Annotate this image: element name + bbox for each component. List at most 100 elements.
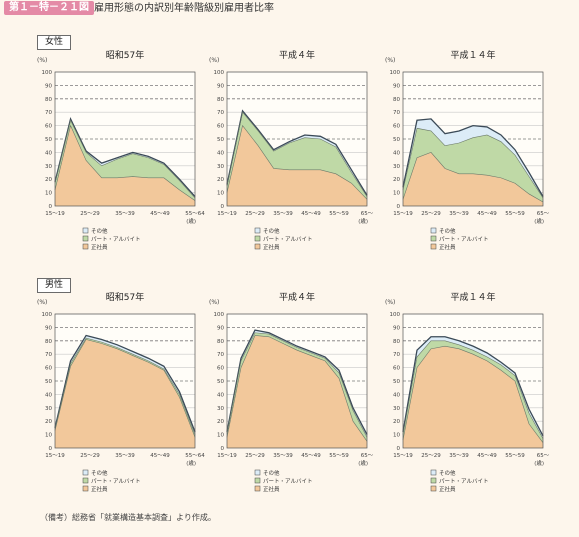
x-tick-label: 35～39	[449, 211, 469, 217]
legend-swatch	[82, 235, 89, 242]
y-tick-label: 10	[217, 433, 224, 439]
x-tick-label: 25～29	[80, 453, 100, 459]
area-seishain	[403, 346, 543, 448]
x-tick-label: 15～19	[45, 453, 65, 459]
y-tick-label: 30	[45, 164, 52, 170]
legend-label: その他	[91, 227, 108, 235]
x-tick-label: 45～49	[150, 453, 170, 459]
series-line-1	[226, 332, 368, 438]
y-tick-label: 80	[393, 97, 400, 103]
y-tick-label: 10	[393, 191, 400, 197]
x-axis-unit: (歳)	[358, 217, 368, 225]
legend-swatch	[82, 477, 89, 484]
y-tick-label: 70	[393, 110, 400, 116]
series-line-1	[54, 337, 196, 435]
y-tick-label: 20	[393, 177, 400, 183]
legend-label: パート・アルバイト	[91, 236, 140, 243]
legend-swatch	[430, 227, 437, 234]
series-line-2	[402, 336, 544, 437]
legend-swatch	[254, 485, 261, 492]
x-tick-label: 65～	[537, 453, 550, 459]
x-tick-label: 25～29	[421, 453, 441, 459]
y-tick-label: 40	[393, 150, 400, 156]
x-tick-label: 15～19	[45, 211, 65, 217]
y-tick-label: 30	[393, 164, 400, 170]
legend-swatch	[82, 485, 89, 492]
y-tick-label: 20	[217, 419, 224, 425]
y-tick-label: 100	[42, 312, 53, 318]
x-tick-label: 55～59	[329, 211, 349, 217]
x-tick-label: 55～64	[185, 453, 205, 459]
area-seishain	[227, 335, 367, 448]
y-tick-label: 30	[45, 406, 52, 412]
y-tick-label: 50	[217, 379, 224, 385]
x-tick-label: 25～29	[245, 211, 265, 217]
legend-label: パート・アルバイト	[439, 478, 488, 485]
x-tick-label: 55～64	[185, 211, 205, 217]
x-axis-unit: (歳)	[534, 459, 544, 467]
y-tick-label: 80	[393, 339, 400, 345]
x-tick-label: 35～39	[115, 453, 135, 459]
series-line-0	[226, 124, 368, 200]
chart-panel-1: 平成４年 (%) 0 10 20 30 40 50 60 70 80 90 100 15～19 25～29 3…	[209, 49, 374, 251]
y-tick-label: 40	[393, 392, 400, 398]
y-tick-label: 0	[221, 204, 225, 210]
x-axis-unit: (歳)	[534, 217, 544, 225]
legend-label: その他	[91, 469, 108, 477]
x-tick-label: 65～	[537, 211, 550, 217]
series-line-0	[226, 335, 368, 442]
y-tick-label: 10	[45, 191, 52, 197]
legend-swatch	[254, 477, 261, 484]
y-tick-label: 50	[393, 379, 400, 385]
y-tick-label: 40	[217, 392, 224, 398]
series-line-2	[226, 109, 368, 196]
y-tick-label: 90	[45, 325, 52, 331]
x-axis-unit: (歳)	[186, 217, 196, 225]
series-line-1	[54, 119, 196, 199]
y-tick-label: 80	[217, 339, 224, 345]
y-axis-unit: (%)	[209, 57, 219, 64]
legend-swatch	[430, 243, 437, 250]
legend-label: パート・アルバイト	[91, 478, 140, 485]
y-tick-label: 20	[393, 419, 400, 425]
legend-label: 正社員	[263, 243, 280, 251]
y-tick-label: 50	[217, 137, 224, 143]
y-tick-label: 50	[45, 379, 52, 385]
legend-label: 正社員	[439, 485, 456, 493]
legend-swatch	[430, 485, 437, 492]
plot-frame	[226, 71, 368, 207]
y-tick-label: 90	[217, 325, 224, 331]
chart-panel-4: 平成４年 (%) 0 10 20 30 40 50 60 70 80 90 100 15～19 25～29 3…	[209, 291, 374, 493]
legend-label: パート・アルバイト	[263, 478, 312, 485]
x-tick-label: 55～59	[505, 211, 525, 217]
y-tick-label: 90	[393, 325, 400, 331]
series-line-0	[402, 345, 544, 443]
plot-frame	[54, 313, 196, 449]
legend-swatch	[82, 227, 89, 234]
y-tick-label: 70	[45, 352, 52, 358]
section-label-female: 女性	[37, 35, 71, 50]
y-tick-label: 0	[397, 446, 401, 452]
y-tick-label: 0	[397, 204, 401, 210]
y-tick-label: 30	[217, 164, 224, 170]
y-axis-unit: (%)	[37, 57, 47, 64]
y-tick-label: 60	[393, 366, 400, 372]
y-tick-label: 0	[221, 446, 225, 452]
legend-swatch	[430, 235, 437, 242]
y-tick-label: 40	[45, 392, 52, 398]
x-tick-label: 65～	[361, 453, 374, 459]
x-tick-label: 45～49	[301, 211, 321, 217]
y-tick-label: 30	[393, 406, 400, 412]
chart-title: 昭和57年	[106, 49, 144, 61]
legend-swatch	[254, 469, 261, 476]
chart-title: 昭和57年	[106, 291, 144, 303]
y-tick-label: 100	[214, 70, 225, 76]
x-tick-label: 35～39	[115, 211, 135, 217]
legend-swatch	[254, 243, 261, 250]
y-tick-label: 100	[390, 70, 401, 76]
x-tick-label: 45～49	[150, 211, 170, 217]
x-tick-label: 35～39	[273, 453, 293, 459]
series-line-2	[54, 116, 196, 198]
x-tick-label: 35～39	[449, 453, 469, 459]
